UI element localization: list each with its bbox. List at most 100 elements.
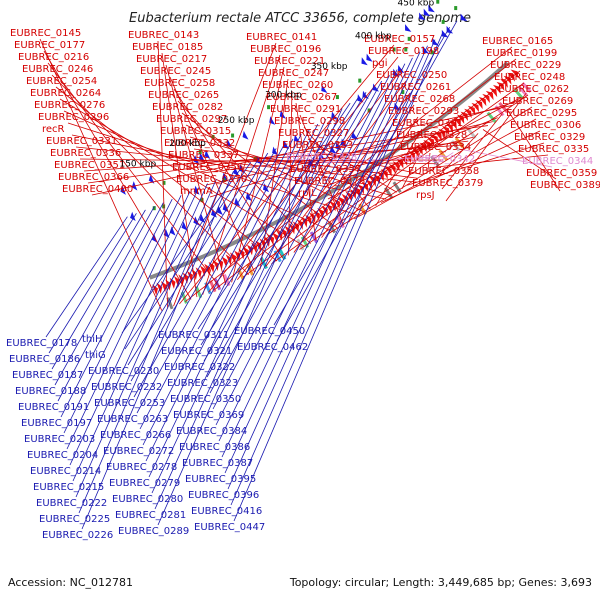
- leader-line: [157, 108, 343, 526]
- gene-label-outer: pgi: [372, 58, 387, 69]
- gene-label-outer: EUBREC_0282: [152, 102, 223, 113]
- leader-line: [91, 105, 513, 196]
- kbp-tick-label: 200 kbp: [169, 139, 206, 149]
- leader-line: [323, 117, 498, 188]
- feature-bar: [259, 256, 268, 270]
- leader-line: [142, 133, 302, 446]
- gene-label-outer: EUBREC_0248: [494, 72, 565, 83]
- gene-label-outer: EUBREC_0370: [176, 174, 247, 185]
- leader-line: [276, 20, 458, 342]
- gc-marker: [200, 198, 204, 203]
- feature-bar: [384, 186, 394, 199]
- gene-label-outer: EUBREC_0366: [58, 172, 129, 183]
- gene-label-outer: EUBREC_0337: [168, 150, 239, 161]
- forward-gene: [191, 269, 198, 281]
- forward-gene: [482, 93, 490, 104]
- reverse-gene: [199, 213, 206, 223]
- forward-gene: [384, 166, 392, 177]
- gene-label-outer: EUBREC_0229: [490, 60, 561, 71]
- gene-label-outer: EUBREC_0293: [388, 106, 459, 117]
- feature-bar: [521, 81, 532, 93]
- reverse-gene: [357, 94, 364, 103]
- gene-label-inner: EUBREC_0188: [15, 386, 86, 397]
- leader-line: [51, 74, 250, 275]
- reverse-gene: [216, 205, 223, 215]
- leader-line: [326, 106, 533, 235]
- reverse-gene: [366, 53, 373, 62]
- reverse-gene: [130, 211, 136, 222]
- gene-label-inner: EUBREC_0350: [170, 394, 241, 405]
- leader-line: [78, 175, 226, 514]
- forward-gene: [489, 87, 498, 98]
- forward-gene: [460, 111, 468, 122]
- gene-label-outer: EUBREC_0315: [160, 126, 231, 137]
- gene-label-outer: EUBREC_0198: [368, 46, 439, 57]
- gene-label-outer: recR: [42, 124, 65, 135]
- gene-label-outer: EUBREC_0400: [62, 184, 133, 195]
- gc-marker: [231, 133, 235, 138]
- gene-label-outer: mnmA: [180, 186, 213, 197]
- leader-line: [81, 170, 234, 530]
- leader-line: [184, 46, 513, 302]
- gc-marker: [441, 19, 445, 24]
- reverse-gene: [198, 152, 205, 162]
- leader-line: [380, 130, 541, 203]
- leader-line: [45, 216, 128, 338]
- map-title: Eubacterium rectale ATCC 33656, complete…: [129, 11, 471, 26]
- gene-label-inner: EUBREC_0395: [185, 474, 256, 485]
- reverse-gene: [423, 8, 431, 17]
- gene-label-outer: EUBREC_0276: [34, 100, 105, 111]
- leader-line: [79, 158, 439, 165]
- leader-line: [48, 213, 137, 354]
- leader-line: [69, 187, 200, 466]
- leader-line: [197, 102, 351, 330]
- gene-label-outer: EUBREC_0157: [364, 34, 435, 45]
- gene-label-outer: EUBREC_0389: [530, 180, 600, 191]
- gene-label-outer: EUBREC_0379: [412, 178, 483, 189]
- leader-line: [127, 157, 260, 366]
- leader-line: [203, 92, 367, 362]
- gc-marker: [222, 178, 226, 183]
- kbp-ticks: 150 kbp 200 kbp 250 kbp 300 kbp 350 kbp 400 k…: [119, 0, 434, 169]
- topology-summary: Topology: circular; Length: 3,449,685 bp…: [289, 576, 592, 589]
- gc-marker: [335, 95, 339, 100]
- reverse-gene: [169, 226, 176, 236]
- leader-line: [71, 134, 387, 200]
- feature-bar: [392, 181, 402, 194]
- leader-line: [165, 64, 227, 285]
- leader-line: [87, 125, 488, 184]
- gene-label-inner: EUBREC_0384: [176, 426, 247, 437]
- forward-gene: [234, 250, 241, 262]
- gene-label-outer: EUBREC_0356: [172, 162, 243, 173]
- reverse-gene: [419, 12, 426, 21]
- gene-label-outer: EUBREC_0378: [294, 176, 365, 187]
- gene-label-inner: EUBREC_0272: [103, 446, 174, 457]
- gene-label-inner: EUBREC_0226: [42, 530, 113, 541]
- gene-label-outer: EUBREC_0269: [502, 96, 573, 107]
- gene-label-outer: EUBREC_0297: [156, 114, 227, 125]
- gene-label-outer: EUBREC_0262: [498, 84, 569, 95]
- gene-label-outer: EUBREC_0344: [522, 156, 593, 167]
- reverse-gene: [210, 208, 217, 218]
- feature-bar: [430, 155, 440, 167]
- leader-line: [482, 129, 557, 180]
- leader-line: [121, 166, 243, 334]
- gene-label-outer: EUBREC_0141: [246, 32, 317, 43]
- gc-marker: [392, 47, 396, 52]
- gene-label-outer: EUBREC_0165: [482, 36, 553, 47]
- gene-label-outer: EUBREC_0332: [164, 138, 235, 149]
- feature-bar: [204, 282, 212, 295]
- gene-label-inner: EUBREC_0186: [9, 354, 80, 365]
- feature-bar: [236, 267, 245, 280]
- reverse-gene: [234, 197, 241, 207]
- gc-marker: [152, 206, 156, 211]
- feature-bar: [454, 137, 465, 149]
- gene-label-outer: EUBREC_0334: [400, 142, 471, 153]
- gene-label-inner: EUBREC_0281: [115, 510, 186, 521]
- leader-line: [221, 57, 413, 458]
- gene-label-outer: EUBREC_0306: [510, 120, 581, 131]
- reverse-gene: [330, 145, 337, 154]
- reverse-gene: [446, 25, 454, 34]
